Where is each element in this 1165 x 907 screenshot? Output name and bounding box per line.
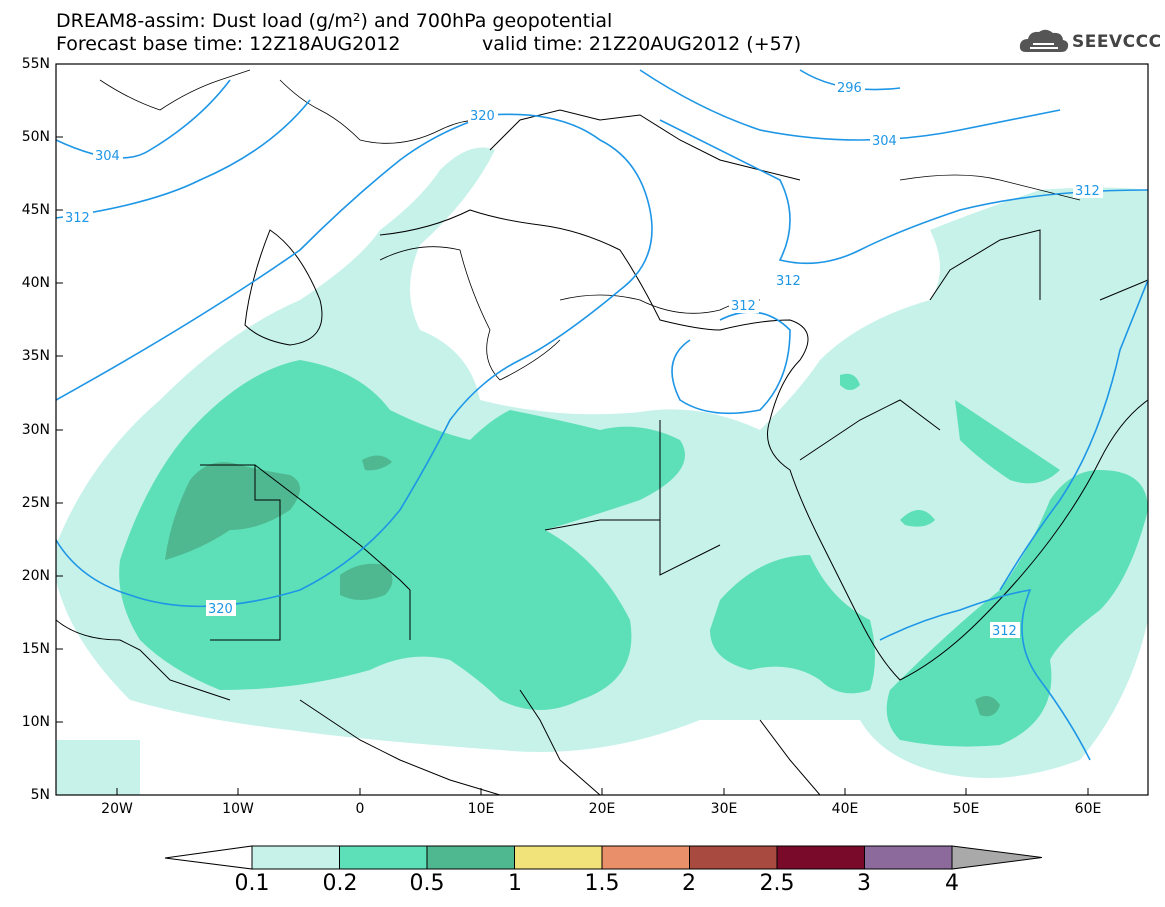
- lat-label: 55N: [21, 56, 50, 72]
- axis-ticks: [56, 63, 1089, 795]
- country-borders: [56, 109, 1148, 795]
- colorbar-label: 3: [857, 871, 871, 896]
- lon-label: 40E: [831, 801, 859, 817]
- contour-label: 312: [776, 274, 801, 289]
- lon-label: 20W: [101, 801, 133, 817]
- lon-label: 30E: [710, 801, 738, 817]
- colorbar-label: 1.5: [584, 871, 620, 896]
- lon-label: 60E: [1074, 801, 1102, 817]
- seevccc-logo: SEEVCCC: [1018, 26, 1161, 58]
- colorbar-label: 1: [508, 871, 522, 896]
- contour-label: 304: [95, 149, 120, 164]
- lat-label: 5N: [30, 787, 50, 803]
- contour-label: 312: [65, 211, 90, 226]
- colorbar-label: 2: [682, 871, 696, 896]
- lat-label: 30N: [21, 422, 50, 438]
- lat-label: 25N: [21, 495, 50, 511]
- lon-label: 50E: [952, 801, 980, 817]
- contour-label: 312: [731, 299, 756, 314]
- lat-label: 35N: [21, 348, 50, 364]
- contour-label: 320: [470, 109, 495, 124]
- colorbar-label: 0.2: [322, 871, 358, 896]
- colorbar-label: 2.5: [759, 871, 795, 896]
- colorbar-label: 0.5: [409, 871, 445, 896]
- contour-labels: 296 304 304 312 320 312 312 312 320 312: [63, 79, 1103, 639]
- colorbar-label: 4: [945, 871, 959, 896]
- lon-label: 0: [355, 801, 365, 817]
- contour-label: 304: [872, 134, 897, 149]
- contour-label: 312: [992, 624, 1017, 639]
- map-title: DREAM8-assim: Dust load (g/m²) and 700hP…: [56, 10, 613, 32]
- lon-label: 10E: [467, 801, 495, 817]
- lat-label: 20N: [21, 568, 50, 584]
- lon-label: 10W: [222, 801, 254, 817]
- lat-label: 15N: [21, 641, 50, 657]
- contour-label: 312: [1075, 184, 1100, 199]
- logo-text: SEEVCCC: [1072, 32, 1162, 52]
- colorbar-label: 0.1: [234, 871, 270, 896]
- valid-time: valid time: 21Z20AUG2012 (+57): [482, 33, 802, 55]
- lat-label: 50N: [21, 129, 50, 145]
- forecast-base-time: Forecast base time: 12Z18AUG2012: [56, 33, 401, 55]
- dust-level-dark: [165, 455, 1000, 717]
- lat-label: 45N: [21, 202, 50, 218]
- cloud-icon: [1019, 29, 1069, 52]
- contour-label: 296: [837, 81, 862, 96]
- dust-level-medium: [119, 360, 1148, 747]
- contour-label: 320: [208, 602, 233, 617]
- lon-label: 20E: [588, 801, 616, 817]
- lat-label: 10N: [21, 714, 50, 730]
- lat-label: 40N: [21, 275, 50, 291]
